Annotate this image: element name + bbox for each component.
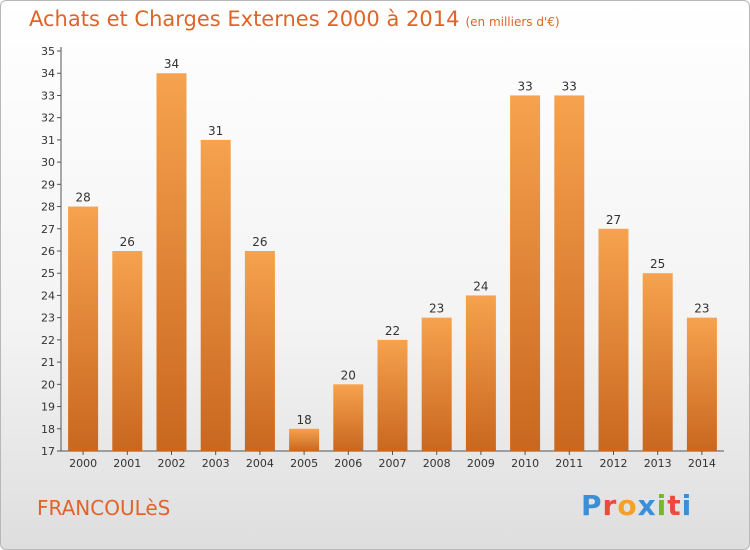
- logo-letter: i: [656, 489, 668, 522]
- value-label-2007: 22: [385, 324, 400, 338]
- x-tick-label-2007: 2007: [379, 457, 407, 470]
- y-tick-label: 34: [41, 67, 55, 80]
- y-tick-label: 23: [41, 312, 55, 325]
- x-tick-label-2011: 2011: [555, 457, 583, 470]
- y-tick-label: 17: [41, 445, 55, 458]
- proxiti-logo: Proxiti: [581, 489, 692, 522]
- value-label-2009: 24: [473, 279, 488, 293]
- x-tick-label-2001: 2001: [113, 457, 141, 470]
- title-text: Achats et Charges Externes 2000 à 2014: [29, 7, 460, 31]
- x-tick-label-2005: 2005: [290, 457, 318, 470]
- chart-subtitle: (en milliers d'€): [465, 15, 560, 29]
- y-tick-label: 22: [41, 334, 55, 347]
- logo-letter: t: [667, 489, 682, 522]
- value-label-2000: 28: [75, 191, 90, 205]
- logo-letter: r: [602, 489, 618, 522]
- bar-2013: [642, 273, 673, 451]
- bars: [68, 73, 717, 451]
- x-tick-label-2002: 2002: [158, 457, 186, 470]
- x-tick-label-2000: 2000: [69, 457, 97, 470]
- bar-2008: [421, 317, 452, 451]
- value-label-2010: 33: [517, 79, 532, 93]
- x-tick-label-2003: 2003: [202, 457, 230, 470]
- y-tick-label: 29: [41, 178, 55, 191]
- y-tick-label: 24: [41, 289, 55, 302]
- y-tick-label: 33: [41, 89, 55, 102]
- y-tick-label: 20: [41, 378, 55, 391]
- value-label-2005: 18: [296, 413, 311, 427]
- value-label-2012: 27: [606, 213, 621, 227]
- value-label-2011: 33: [562, 79, 577, 93]
- x-tick-label-2006: 2006: [334, 457, 362, 470]
- x-tick-label-2004: 2004: [246, 457, 274, 470]
- place-name: FRANCOULèS: [37, 496, 171, 520]
- value-label-2006: 20: [341, 368, 356, 382]
- logo-letter: P: [581, 489, 603, 522]
- y-tick-label: 31: [41, 134, 55, 147]
- y-tick-label: 25: [41, 267, 55, 280]
- value-label-2014: 23: [694, 302, 709, 316]
- bar-2009: [465, 295, 496, 451]
- logo-letter: x: [637, 489, 657, 522]
- value-label-2002: 34: [164, 57, 179, 71]
- y-tick-label: 26: [41, 245, 55, 258]
- value-label-2003: 31: [208, 124, 223, 138]
- x-tick-label-2013: 2013: [644, 457, 672, 470]
- logo-letter: i: [681, 489, 693, 522]
- value-labels: 28 26 34 31 26 18 20 22 23 24 33 33 27 25 23: [75, 57, 709, 427]
- x-tick-label-2012: 2012: [600, 457, 628, 470]
- bar-2004: [244, 251, 275, 451]
- y-tick-label: 35: [41, 45, 55, 58]
- x-tick-label-2010: 2010: [511, 457, 539, 470]
- y-tick-label: 27: [41, 223, 55, 236]
- bar-2012: [598, 228, 629, 451]
- y-tick-label: 21: [41, 356, 55, 369]
- y-tick-label: 19: [41, 401, 55, 414]
- x-tick-label-2014: 2014: [688, 457, 716, 470]
- y-tick-label: 18: [41, 423, 55, 436]
- bar-2007: [377, 339, 408, 451]
- value-label-2013: 25: [650, 257, 665, 271]
- value-label-2001: 26: [120, 235, 135, 249]
- axes: 17 18 19 20 21 22 23 24 25 26 27 28 29 30 31 32 33 34 35 20…: [41, 45, 724, 470]
- bar-2000: [68, 206, 99, 451]
- bar-2005: [289, 428, 320, 451]
- y-tick-label: 28: [41, 201, 55, 214]
- bar-2002: [156, 73, 187, 451]
- y-tick-label: 32: [41, 112, 55, 125]
- x-tick-label-2009: 2009: [467, 457, 495, 470]
- bar-2011: [554, 95, 585, 451]
- bar-2014: [686, 317, 717, 451]
- x-tick-label-2008: 2008: [423, 457, 451, 470]
- logo-letter: o: [617, 489, 638, 522]
- chart-title: Achats et Charges Externes 2000 à 2014 (e…: [29, 7, 560, 31]
- bar-2006: [333, 384, 364, 451]
- y-tick-label: 30: [41, 156, 55, 169]
- bar-2003: [200, 139, 231, 451]
- value-label-2008: 23: [429, 302, 444, 316]
- bar-2010: [510, 95, 541, 451]
- bar-2001: [112, 251, 143, 451]
- value-label-2004: 26: [252, 235, 267, 249]
